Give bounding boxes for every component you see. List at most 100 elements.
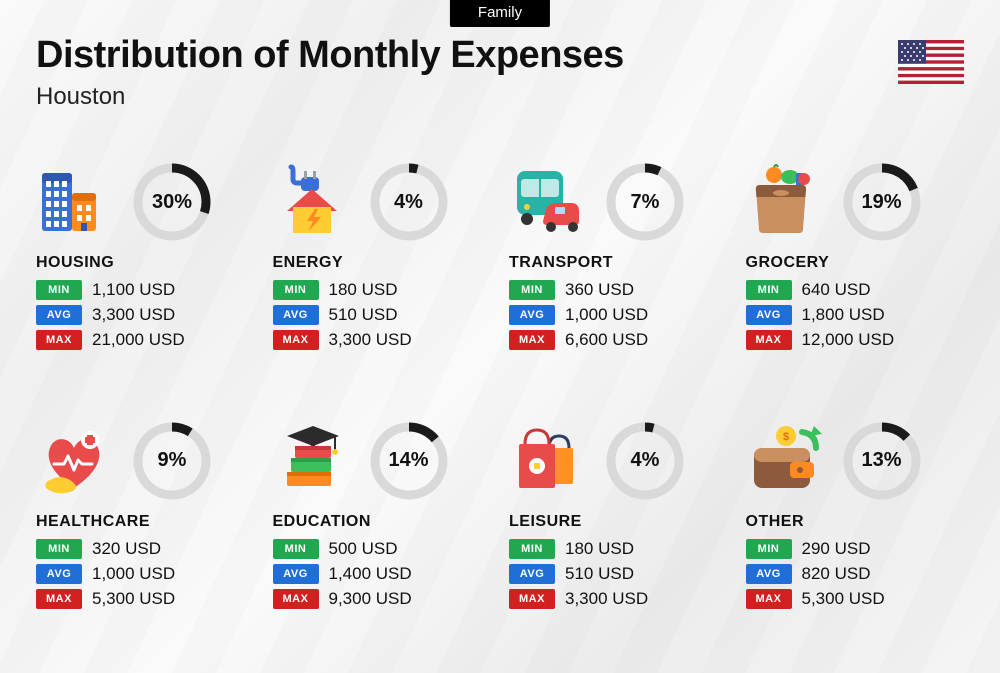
card-top: $ 13%: [746, 419, 965, 503]
min-tag: MIN: [36, 539, 82, 559]
stats: MIN 1,100 USD AVG 3,300 USD MAX 21,000 U…: [36, 280, 255, 350]
min-tag: MIN: [36, 280, 82, 300]
city-subtitle: Houston: [36, 83, 624, 111]
stat-min: MIN 320 USD: [36, 539, 255, 559]
card-top: 30%: [36, 160, 255, 244]
stats: MIN 180 USD AVG 510 USD MAX 3,300 USD: [273, 280, 492, 350]
percent-label: 4%: [369, 162, 449, 242]
card-top: 7%: [509, 160, 728, 244]
min-value: 320 USD: [92, 539, 161, 559]
stat-max: MAX 3,300 USD: [273, 330, 492, 350]
avg-value: 1,000 USD: [565, 305, 648, 325]
wallet-icon: $: [746, 422, 824, 500]
stat-max: MAX 21,000 USD: [36, 330, 255, 350]
buildings-icon: [36, 163, 114, 241]
top-badge: Family: [450, 0, 550, 27]
min-value: 180 USD: [329, 280, 398, 300]
stats: MIN 180 USD AVG 510 USD MAX 3,300 USD: [509, 539, 728, 609]
stats: MIN 640 USD AVG 1,800 USD MAX 12,000 USD: [746, 280, 965, 350]
min-value: 500 USD: [329, 539, 398, 559]
max-tag: MAX: [273, 589, 319, 609]
card-housing: 30% HOUSING MIN 1,100 USD AVG 3,300 USD …: [36, 160, 255, 391]
stat-avg: AVG 1,400 USD: [273, 564, 492, 584]
stat-min: MIN 180 USD: [273, 280, 492, 300]
max-value: 5,300 USD: [92, 589, 175, 609]
stat-max: MAX 12,000 USD: [746, 330, 965, 350]
max-value: 6,600 USD: [565, 330, 648, 350]
percent-ring: 9%: [132, 421, 212, 501]
stat-max: MAX 6,600 USD: [509, 330, 728, 350]
avg-value: 820 USD: [802, 564, 871, 584]
stat-avg: AVG 3,300 USD: [36, 305, 255, 325]
min-tag: MIN: [509, 539, 555, 559]
avg-value: 510 USD: [565, 564, 634, 584]
title-block: Distribution of Monthly Expenses Houston: [36, 34, 624, 111]
stats: MIN 290 USD AVG 820 USD MAX 5,300 USD: [746, 539, 965, 609]
energy-house-icon: [273, 163, 351, 241]
avg-tag: AVG: [746, 305, 792, 325]
avg-tag: AVG: [746, 564, 792, 584]
card-top: 9%: [36, 419, 255, 503]
min-value: 180 USD: [565, 539, 634, 559]
shopping-bags-icon: [509, 422, 587, 500]
avg-value: 1,400 USD: [329, 564, 412, 584]
stat-avg: AVG 820 USD: [746, 564, 965, 584]
category-name: TRANSPORT: [509, 254, 728, 272]
category-name: EDUCATION: [273, 513, 492, 531]
stat-max: MAX 9,300 USD: [273, 589, 492, 609]
card-education: 14% EDUCATION MIN 500 USD AVG 1,400 USD …: [273, 419, 492, 650]
min-value: 360 USD: [565, 280, 634, 300]
percent-label: 14%: [369, 421, 449, 501]
category-name: ENERGY: [273, 254, 492, 272]
category-name: LEISURE: [509, 513, 728, 531]
category-name: HOUSING: [36, 254, 255, 272]
stat-avg: AVG 1,800 USD: [746, 305, 965, 325]
stat-avg: AVG 510 USD: [273, 305, 492, 325]
avg-tag: AVG: [36, 305, 82, 325]
max-value: 3,300 USD: [565, 589, 648, 609]
card-other: $ 13% OTHER MIN 290 USD AVG 820 USD: [746, 419, 965, 650]
min-tag: MIN: [273, 280, 319, 300]
percent-ring: 4%: [369, 162, 449, 242]
max-tag: MAX: [746, 330, 792, 350]
header: Distribution of Monthly Expenses Houston: [36, 34, 964, 111]
stat-avg: AVG 1,000 USD: [509, 305, 728, 325]
percent-ring: 7%: [605, 162, 685, 242]
percent-ring: 4%: [605, 421, 685, 501]
max-value: 21,000 USD: [92, 330, 185, 350]
percent-label: 4%: [605, 421, 685, 501]
svg-text:$: $: [782, 431, 788, 443]
stat-min: MIN 360 USD: [509, 280, 728, 300]
max-value: 5,300 USD: [802, 589, 885, 609]
max-tag: MAX: [509, 589, 555, 609]
avg-tag: AVG: [273, 564, 319, 584]
category-name: OTHER: [746, 513, 965, 531]
percent-label: 9%: [132, 421, 212, 501]
card-top: 19%: [746, 160, 965, 244]
stats: MIN 360 USD AVG 1,000 USD MAX 6,600 USD: [509, 280, 728, 350]
card-top: 4%: [509, 419, 728, 503]
card-grocery: 19% GROCERY MIN 640 USD AVG 1,800 USD MA…: [746, 160, 965, 391]
avg-value: 1,800 USD: [802, 305, 885, 325]
stat-min: MIN 180 USD: [509, 539, 728, 559]
max-value: 3,300 USD: [329, 330, 412, 350]
card-top: 14%: [273, 419, 492, 503]
min-value: 640 USD: [802, 280, 871, 300]
avg-tag: AVG: [36, 564, 82, 584]
min-value: 1,100 USD: [92, 280, 175, 300]
percent-label: 7%: [605, 162, 685, 242]
stat-max: MAX 5,300 USD: [36, 589, 255, 609]
categories-grid: 30% HOUSING MIN 1,100 USD AVG 3,300 USD …: [36, 160, 964, 649]
stat-max: MAX 5,300 USD: [746, 589, 965, 609]
bus-car-icon: [509, 163, 587, 241]
card-transport: 7% TRANSPORT MIN 360 USD AVG 1,000 USD M…: [509, 160, 728, 391]
category-name: GROCERY: [746, 254, 965, 272]
stat-avg: AVG 510 USD: [509, 564, 728, 584]
percent-ring: 14%: [369, 421, 449, 501]
percent-ring: 30%: [132, 162, 212, 242]
stat-min: MIN 1,100 USD: [36, 280, 255, 300]
avg-value: 1,000 USD: [92, 564, 175, 584]
min-value: 290 USD: [802, 539, 871, 559]
avg-tag: AVG: [509, 564, 555, 584]
avg-tag: AVG: [509, 305, 555, 325]
